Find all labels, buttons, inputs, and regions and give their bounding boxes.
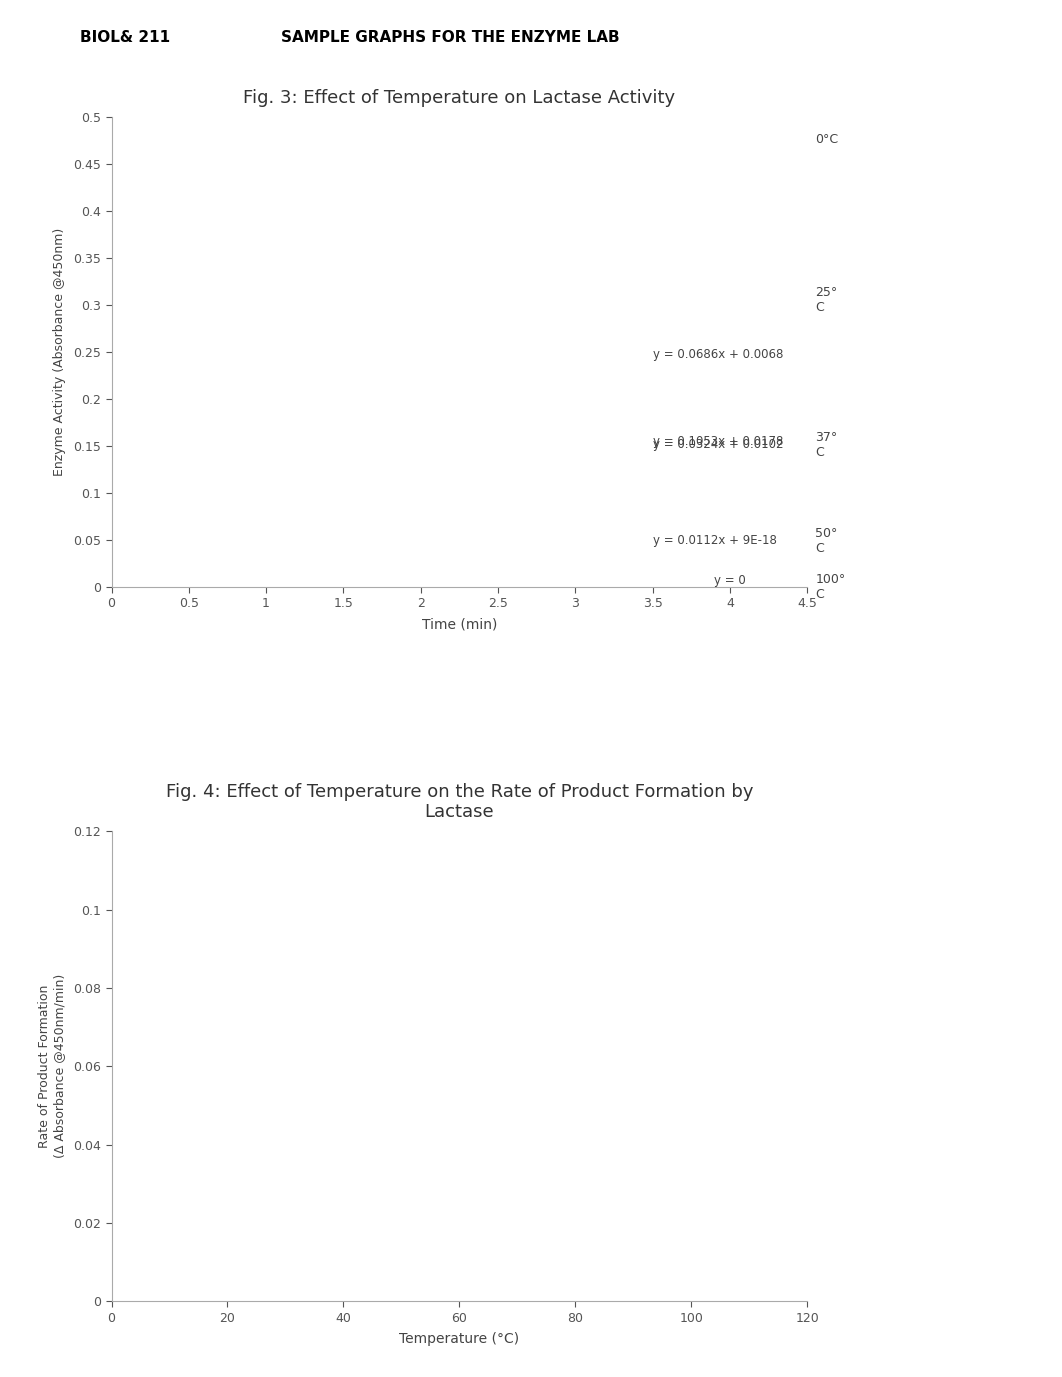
Y-axis label: Rate of Product Formation
(Δ Absorbance @450nm/min): Rate of Product Formation (Δ Absorbance … [38, 974, 66, 1158]
X-axis label: Time (min): Time (min) [422, 617, 497, 631]
Text: y = 0.0324x + 0.0102: y = 0.0324x + 0.0102 [652, 438, 783, 450]
Text: 37°
C: 37° C [816, 431, 838, 459]
Text: y = 0.0686x + 0.0068: y = 0.0686x + 0.0068 [652, 348, 783, 361]
Text: 0°C: 0°C [816, 134, 839, 146]
Text: SAMPLE GRAPHS FOR THE ENZYME LAB: SAMPLE GRAPHS FOR THE ENZYME LAB [281, 30, 620, 45]
Text: y = 0.0112x + 9E-18: y = 0.0112x + 9E-18 [652, 534, 776, 547]
Text: y = 0: y = 0 [715, 574, 747, 587]
Title: Fig. 3: Effect of Temperature on Lactase Activity: Fig. 3: Effect of Temperature on Lactase… [243, 90, 675, 107]
Title: Fig. 4: Effect of Temperature on the Rate of Product Formation by
Lactase: Fig. 4: Effect of Temperature on the Rat… [166, 782, 753, 822]
Text: 50°
C: 50° C [816, 527, 838, 555]
Text: 100°
C: 100° C [816, 573, 845, 600]
X-axis label: Temperature (°C): Temperature (°C) [399, 1332, 519, 1345]
Text: BIOL& 211: BIOL& 211 [80, 30, 170, 45]
Y-axis label: Enzyme Activity (Absorbance @450nm): Enzyme Activity (Absorbance @450nm) [53, 227, 66, 476]
Text: 25°
C: 25° C [816, 286, 838, 314]
Text: y = 0.1053x + 0.0178: y = 0.1053x + 0.0178 [652, 435, 783, 448]
